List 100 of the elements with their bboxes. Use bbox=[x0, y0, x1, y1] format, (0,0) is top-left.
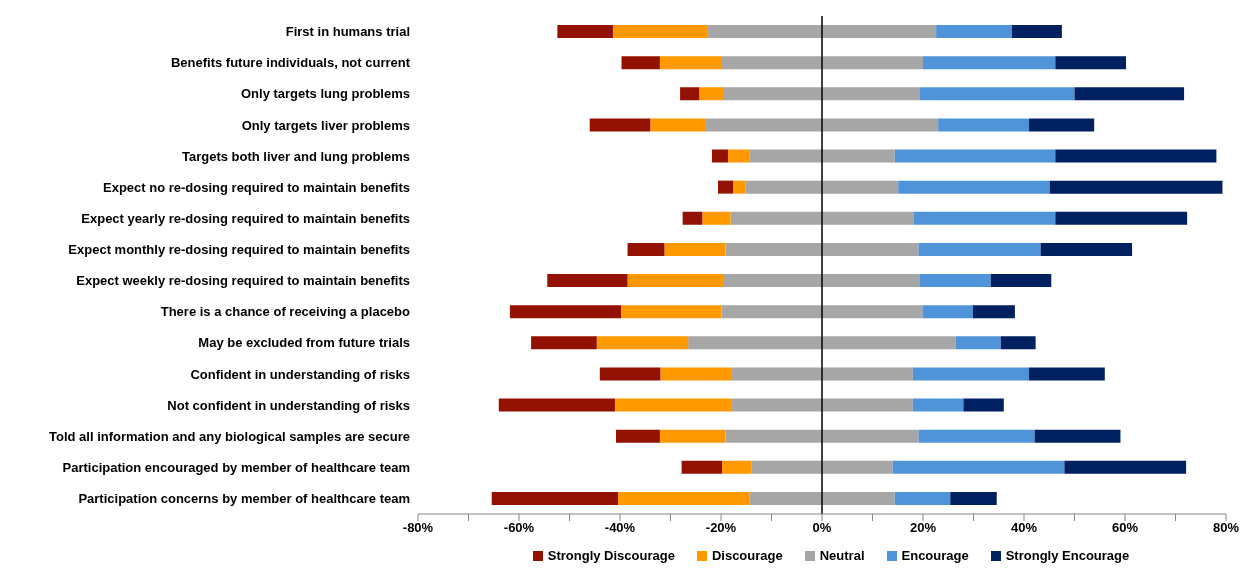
bar bbox=[731, 367, 822, 381]
bar bbox=[699, 87, 725, 101]
bar bbox=[728, 149, 750, 163]
x-tick-label: 20% bbox=[909, 520, 937, 536]
bar bbox=[912, 398, 964, 412]
bar bbox=[725, 242, 822, 256]
bar bbox=[918, 242, 1041, 256]
bar bbox=[749, 149, 822, 163]
bar bbox=[509, 305, 622, 319]
bar bbox=[822, 211, 914, 225]
bar bbox=[894, 149, 1056, 163]
bar bbox=[721, 305, 822, 319]
legend-label: Discourage bbox=[711, 548, 783, 563]
y-tick-label: Expect monthly re-dosing required to maintain benefits bbox=[68, 242, 410, 258]
bar bbox=[627, 274, 725, 287]
y-tick-label: First in humans trial bbox=[285, 24, 410, 40]
legend-label: Strongly Encourage bbox=[1005, 548, 1130, 563]
bar bbox=[892, 460, 1065, 474]
bar bbox=[599, 367, 661, 381]
bar bbox=[621, 305, 722, 319]
bar bbox=[1011, 25, 1062, 38]
y-tick-label: Expect weekly re-dosing required to maintain benefits bbox=[76, 273, 410, 289]
bar bbox=[919, 87, 1075, 101]
bar bbox=[822, 87, 920, 101]
y-tick-label: There is a chance of receiving a placebo bbox=[160, 304, 411, 320]
bar bbox=[1074, 87, 1185, 101]
bar bbox=[1029, 367, 1105, 381]
bar bbox=[938, 118, 1030, 132]
bar bbox=[1040, 242, 1133, 256]
bar bbox=[822, 398, 913, 412]
bar bbox=[725, 429, 822, 443]
y-tick-label: Participation encouraged by member of healthcare team bbox=[62, 459, 410, 475]
x-tick-label: -60% bbox=[503, 520, 535, 536]
bar bbox=[923, 56, 1056, 70]
bar bbox=[722, 460, 752, 474]
y-tick-label: Only targets liver problems bbox=[241, 117, 410, 133]
bar bbox=[822, 118, 939, 132]
bar bbox=[730, 211, 822, 225]
bar bbox=[955, 336, 1001, 350]
bar bbox=[822, 274, 920, 287]
bar bbox=[721, 56, 822, 70]
bar bbox=[1029, 118, 1095, 132]
bar bbox=[724, 87, 822, 101]
legend-label: Strongly Discourage bbox=[547, 548, 675, 563]
bar bbox=[822, 336, 956, 350]
bar bbox=[659, 56, 721, 70]
bar bbox=[547, 274, 628, 287]
legend-label: Encourage bbox=[901, 548, 969, 563]
bar bbox=[822, 180, 899, 194]
bar bbox=[717, 180, 734, 194]
legend-label: Neutral bbox=[819, 548, 865, 563]
bar bbox=[918, 429, 1035, 443]
bar bbox=[822, 367, 913, 381]
bar bbox=[990, 274, 1052, 287]
bar bbox=[681, 460, 723, 474]
bar bbox=[733, 180, 746, 194]
y-tick-label: Not confident in understanding of risks bbox=[167, 397, 410, 413]
bar bbox=[614, 398, 732, 412]
bar bbox=[749, 491, 822, 505]
x-tick-label: 60% bbox=[1111, 520, 1139, 536]
x-tick-label: 0% bbox=[812, 520, 832, 536]
bar bbox=[664, 242, 726, 256]
bar bbox=[627, 242, 665, 256]
bar bbox=[724, 274, 822, 287]
bar bbox=[822, 149, 895, 163]
bar bbox=[922, 305, 973, 319]
bar bbox=[822, 242, 919, 256]
x-tick-label: -20% bbox=[705, 520, 737, 536]
bar bbox=[822, 56, 923, 70]
y-tick-label: Told all information and any biological samples are secure bbox=[49, 428, 410, 444]
bar bbox=[1000, 336, 1036, 350]
bar bbox=[894, 491, 951, 505]
bar bbox=[822, 305, 923, 319]
bar bbox=[659, 429, 726, 443]
bar bbox=[1064, 460, 1187, 474]
bar bbox=[688, 336, 822, 350]
bar bbox=[745, 180, 822, 194]
bar bbox=[617, 491, 750, 505]
y-tick-label: May be excluded from future trials bbox=[198, 335, 410, 351]
bar bbox=[621, 56, 660, 70]
bar bbox=[650, 118, 706, 132]
bar bbox=[702, 211, 731, 225]
bar bbox=[822, 460, 893, 474]
bar bbox=[822, 25, 937, 38]
bar bbox=[913, 211, 1056, 225]
bar bbox=[612, 25, 708, 38]
bar bbox=[973, 305, 1015, 319]
x-tick-label: 80% bbox=[1212, 520, 1240, 536]
bar bbox=[680, 87, 700, 101]
bar bbox=[1049, 180, 1223, 194]
bar bbox=[1055, 56, 1127, 70]
x-tick-label: -80% bbox=[402, 520, 434, 536]
bar bbox=[822, 429, 919, 443]
y-tick-label: Only targets lung problems bbox=[240, 86, 410, 102]
bar bbox=[705, 118, 822, 132]
bar bbox=[589, 118, 651, 132]
bar bbox=[711, 149, 729, 163]
bar bbox=[751, 460, 822, 474]
bar bbox=[531, 336, 597, 350]
bar bbox=[919, 274, 991, 287]
